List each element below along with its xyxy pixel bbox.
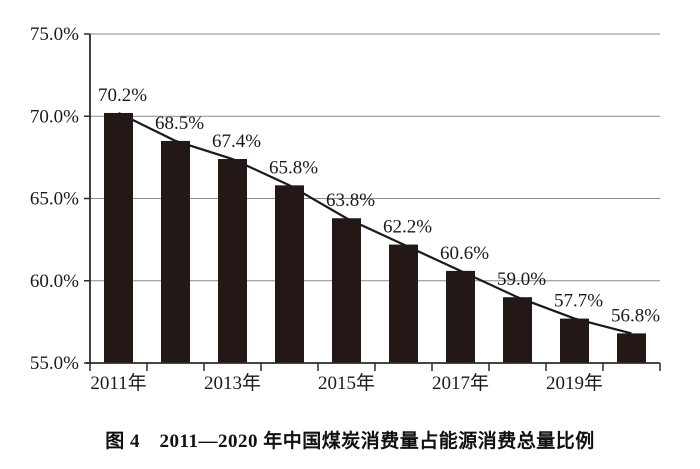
y-axis-tick-label: 75.0% bbox=[30, 24, 79, 45]
bar bbox=[104, 112, 133, 364]
x-axis-tick-label: 2013年 bbox=[204, 372, 261, 394]
y-axis-tick-label: 65.0% bbox=[30, 189, 79, 210]
trend-line bbox=[118, 111, 632, 335]
bar bbox=[275, 185, 304, 363]
bar bbox=[617, 333, 646, 363]
x-axis-tick-label: 2015年 bbox=[318, 372, 375, 394]
bar bbox=[332, 218, 361, 363]
bar-value-label: 60.6% bbox=[440, 243, 489, 264]
bar-value-label: 68.5% bbox=[155, 113, 204, 134]
bar bbox=[503, 297, 532, 363]
bar bbox=[560, 318, 589, 363]
coal-share-bar-line-chart: 55.0% 60.0% 65.0% 70.0% 75.0% 70.2% 68.5% 67.4%… bbox=[30, 24, 661, 394]
bar-value-label: 57.7% bbox=[554, 291, 603, 312]
bar bbox=[218, 159, 247, 363]
bar bbox=[446, 270, 475, 363]
bar-value-label: 63.8% bbox=[326, 190, 375, 211]
bar-value-label: 62.2% bbox=[383, 217, 432, 238]
bar bbox=[389, 244, 418, 363]
bar-value-label: 65.8% bbox=[269, 157, 318, 178]
x-axis-tick-label: 2011年 bbox=[90, 372, 146, 394]
x-axis-tick-label: 2017年 bbox=[432, 372, 489, 394]
bar-value-label: 70.2% bbox=[98, 85, 147, 106]
y-axis-tick-label: 60.0% bbox=[30, 271, 79, 292]
y-axis-tick-label: 70.0% bbox=[30, 106, 79, 127]
bar bbox=[161, 140, 190, 363]
y-axis-tick-label: 55.0% bbox=[30, 353, 79, 374]
bar-value-label: 56.8% bbox=[611, 305, 660, 326]
x-axis-tick-label: 2019年 bbox=[546, 372, 603, 394]
bar-value-label: 67.4% bbox=[212, 131, 261, 152]
figure-caption: 图 4 2011—2020 年中国煤炭消费量占能源消费总量比例 bbox=[105, 431, 595, 452]
bar-value-label: 59.0% bbox=[497, 269, 546, 290]
